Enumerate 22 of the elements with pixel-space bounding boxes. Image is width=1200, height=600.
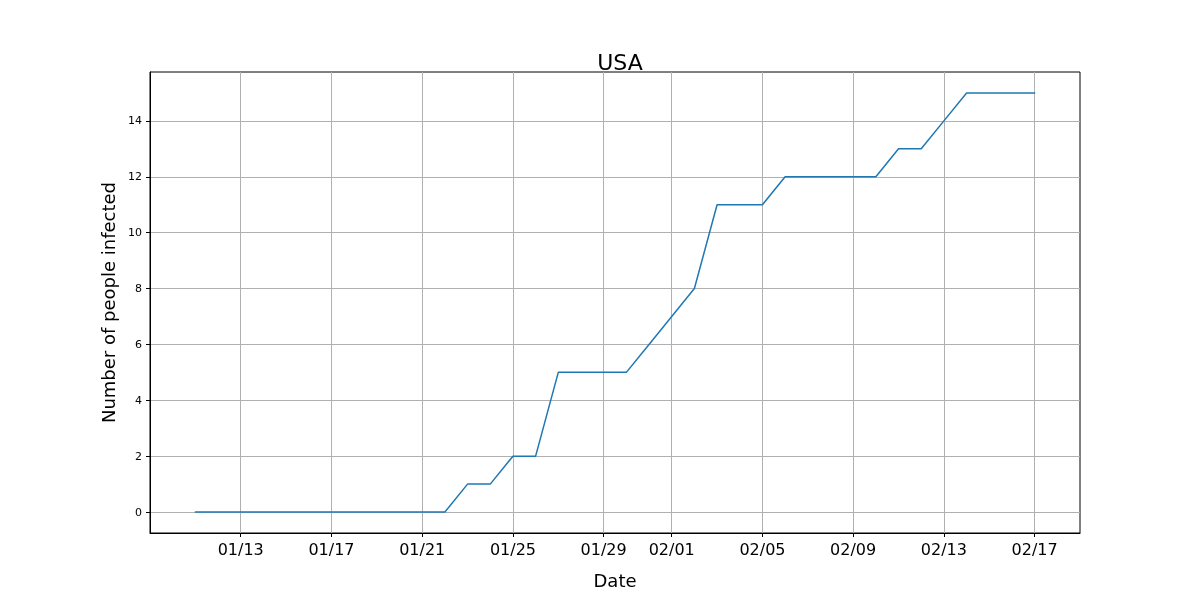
x-tick-label: 01/29 — [580, 539, 627, 559]
x-tick-label: 01/17 — [308, 539, 355, 559]
x-tick-label: 01/25 — [489, 539, 536, 559]
x-tick-label: 02/01 — [648, 539, 695, 559]
x-tick-label: 02/09 — [830, 539, 877, 559]
y-tick-label: 0 — [135, 505, 142, 519]
chart-title: USA — [597, 49, 643, 75]
y-tick-label: 4 — [135, 393, 142, 407]
y-axis-title: Number of people infected — [97, 181, 119, 424]
y-tick-label: 12 — [128, 170, 142, 184]
y-tick-label: 6 — [135, 337, 142, 351]
y-tick-label: 8 — [135, 282, 142, 296]
y-tick-label: 10 — [128, 226, 142, 240]
x-axis-title: Date — [593, 569, 637, 591]
y-tick-label: 2 — [135, 449, 142, 463]
line-series — [194, 92, 1036, 513]
y-tick-label: 14 — [128, 114, 142, 128]
x-tick-label: 02/13 — [920, 539, 967, 559]
x-tick-label: 02/05 — [739, 539, 786, 559]
x-tick-label: 02/17 — [1011, 539, 1058, 559]
x-tick-label: 01/21 — [399, 539, 446, 559]
x-tick-label: 01/13 — [217, 539, 264, 559]
